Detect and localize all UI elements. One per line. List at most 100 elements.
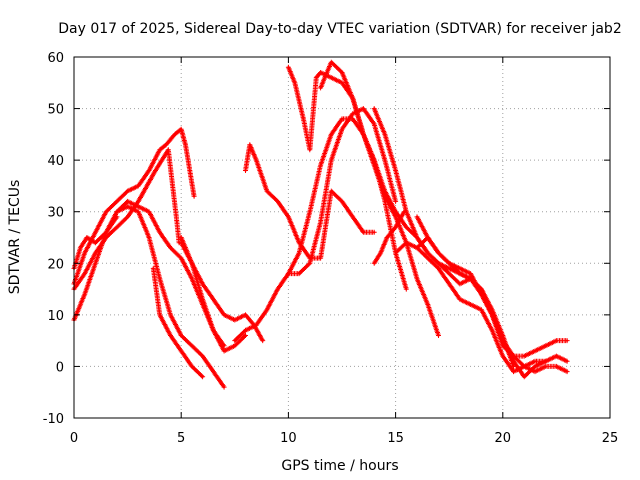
data-point bbox=[372, 231, 376, 234]
series-arc-04 bbox=[71, 147, 182, 292]
data-point bbox=[104, 236, 108, 239]
data-point bbox=[222, 344, 226, 347]
data-point bbox=[319, 86, 322, 90]
data-point bbox=[147, 210, 151, 213]
data-point bbox=[297, 272, 301, 275]
data-point bbox=[394, 251, 397, 255]
data-point bbox=[458, 272, 462, 275]
series-arc-15 bbox=[414, 214, 570, 375]
marker-trace bbox=[318, 59, 441, 338]
series-arc-10 bbox=[232, 106, 399, 344]
data-point bbox=[158, 231, 161, 234]
data-point bbox=[565, 370, 569, 373]
data-point bbox=[158, 148, 161, 152]
y-tick-label: 20 bbox=[47, 257, 64, 272]
data-point bbox=[126, 215, 129, 219]
data-point bbox=[94, 262, 97, 265]
data-point bbox=[126, 205, 129, 208]
data-point bbox=[276, 287, 279, 291]
data-point bbox=[190, 277, 194, 280]
data-point bbox=[169, 246, 172, 250]
data-point bbox=[233, 339, 236, 342]
data-point bbox=[244, 313, 247, 317]
data-point bbox=[565, 360, 569, 363]
marker-trace bbox=[393, 240, 570, 375]
data-point bbox=[501, 334, 504, 337]
marker-trace bbox=[371, 209, 407, 266]
data-point bbox=[383, 133, 387, 136]
data-point bbox=[490, 308, 494, 311]
data-point bbox=[171, 184, 174, 188]
data-point bbox=[244, 334, 247, 337]
series-arc-16 bbox=[393, 240, 570, 375]
y-tick-label: 10 bbox=[47, 309, 64, 324]
data-point bbox=[158, 277, 161, 280]
data-point bbox=[308, 148, 312, 152]
series-arc-12 bbox=[318, 59, 441, 338]
y-tick-label: 0 bbox=[56, 360, 64, 375]
data-point bbox=[233, 318, 236, 322]
data-point bbox=[512, 365, 515, 368]
data-point bbox=[340, 128, 344, 131]
data-point bbox=[394, 200, 397, 203]
data-point bbox=[372, 262, 376, 265]
data-point bbox=[319, 220, 322, 224]
data-point bbox=[104, 210, 108, 213]
data-point bbox=[405, 241, 408, 244]
data-point bbox=[248, 143, 252, 146]
data-point bbox=[201, 354, 204, 358]
data-point bbox=[415, 277, 419, 280]
data-point bbox=[501, 354, 504, 358]
data-point bbox=[85, 236, 89, 239]
data-point bbox=[137, 184, 140, 188]
x-tick-label: 20 bbox=[495, 431, 512, 446]
data-point bbox=[533, 365, 537, 368]
data-point bbox=[302, 117, 305, 121]
data-point bbox=[351, 215, 354, 219]
data-point bbox=[362, 231, 365, 234]
data-point bbox=[480, 308, 483, 311]
data-point bbox=[458, 282, 462, 286]
y-tick-label: 40 bbox=[47, 154, 64, 169]
data-point bbox=[287, 272, 290, 275]
data-point bbox=[544, 344, 547, 347]
data-point bbox=[147, 169, 151, 172]
data-point bbox=[126, 189, 129, 193]
data-point bbox=[351, 112, 354, 115]
data-point bbox=[426, 236, 429, 239]
x-axis-label: GPS time / hours bbox=[281, 458, 398, 474]
data-point bbox=[544, 360, 547, 363]
data-point bbox=[126, 200, 129, 203]
data-point bbox=[104, 231, 108, 234]
data-point bbox=[351, 97, 354, 100]
data-point bbox=[79, 246, 82, 250]
data-point bbox=[426, 303, 429, 306]
data-point bbox=[190, 262, 194, 265]
marker-trace bbox=[178, 235, 227, 349]
data-point bbox=[533, 349, 537, 353]
data-point bbox=[394, 169, 397, 172]
data-point bbox=[201, 375, 204, 378]
data-point bbox=[501, 344, 504, 347]
data-point bbox=[458, 298, 462, 301]
data-point bbox=[293, 81, 297, 84]
chart-title: Day 017 of 2025, Sidereal Day-to-day VTE… bbox=[58, 21, 621, 37]
data-point bbox=[83, 251, 86, 255]
data-point bbox=[383, 158, 387, 162]
data-point bbox=[175, 220, 179, 224]
series-arc-08 bbox=[178, 235, 227, 349]
data-point bbox=[154, 169, 157, 172]
data-layer bbox=[71, 59, 570, 390]
data-point bbox=[255, 158, 258, 162]
data-point bbox=[394, 225, 397, 229]
data-point bbox=[83, 272, 86, 275]
data-point bbox=[297, 251, 301, 255]
data-point bbox=[233, 344, 236, 347]
data-point bbox=[137, 205, 140, 208]
data-point bbox=[340, 200, 344, 203]
series-arc-03 bbox=[71, 214, 120, 271]
data-point bbox=[469, 272, 472, 275]
data-point bbox=[212, 298, 215, 301]
data-point bbox=[415, 236, 419, 239]
data-point bbox=[330, 133, 333, 136]
